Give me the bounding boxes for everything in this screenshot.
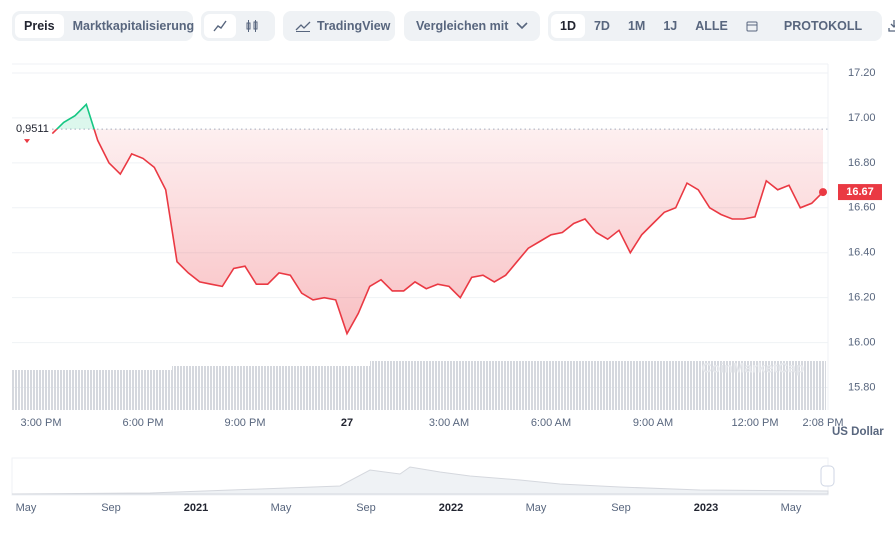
reference-label: 0,9511: [16, 123, 49, 135]
x-tick-label: 9:00 AM: [633, 417, 673, 429]
last-point: [819, 188, 827, 197]
x-tick-label: 3:00 AM: [429, 417, 469, 429]
y-tick-label: 17.00: [848, 112, 876, 124]
y-tick-label: 16.80: [848, 157, 876, 169]
y-tick-label: 17.20: [848, 67, 876, 79]
navigator-label: Sep: [356, 502, 376, 514]
price-button[interactable]: Preis: [15, 14, 64, 38]
y-tick-label: 16.00: [848, 337, 876, 349]
range-button[interactable]: 1D: [551, 14, 585, 38]
download-icon: [888, 20, 895, 32]
range-button[interactable]: 7D: [593, 19, 610, 33]
market-cap-button[interactable]: Marktkapitalisierung: [72, 19, 195, 33]
price-line: [51, 129, 824, 336]
tradingview-box: TradingView: [283, 11, 395, 41]
x-tick-label: 27: [341, 417, 353, 429]
tradingview-icon: [295, 21, 311, 32]
download-button[interactable]: [879, 14, 895, 38]
y-unit: US Dollar: [832, 426, 884, 438]
watermark: CoinMarketCap: [702, 360, 805, 376]
line-icon: [213, 20, 227, 32]
candle-button[interactable]: [236, 14, 268, 38]
x-tick-label: 6:00 AM: [531, 417, 571, 429]
navigator-label: May: [16, 502, 37, 514]
x-tick-label: 12:00 PM: [731, 417, 778, 429]
navigator-area: [11, 466, 829, 495]
range-button[interactable]: 1J: [663, 19, 678, 33]
y-tick-label: 16.20: [848, 292, 876, 304]
y-tick-label: 16.40: [848, 247, 876, 259]
y-tick-label: 16.60: [848, 202, 876, 214]
x-tick-label: 6:00 PM: [123, 417, 164, 429]
navigator-label: Sep: [101, 502, 121, 514]
y-tick-label: 15.80: [848, 381, 876, 393]
compare-box: Vergleichen mit: [404, 11, 540, 41]
area-fill: [56, 104, 95, 130]
compare-label: Vergleichen mit: [416, 19, 509, 33]
x-tick-label: 2:08 PM: [803, 417, 844, 429]
navigator-label: May: [781, 502, 802, 514]
navigator-label: May: [526, 502, 547, 514]
navigator-label: Sep: [611, 502, 631, 514]
compare-button[interactable]: Vergleichen mit: [407, 14, 537, 38]
last-price-badge: [838, 184, 882, 201]
navigator-label: 2022: [439, 502, 463, 514]
candle-icon: [246, 20, 258, 32]
range-button[interactable]: ALLE: [695, 19, 728, 33]
calendar-button[interactable]: [737, 14, 767, 38]
range-switch: 1D 7D 1M 1J ALLE PROTOKOLL: [548, 11, 895, 41]
navigator-label: May: [271, 502, 292, 514]
history-button[interactable]: PROTOKOLL: [783, 19, 863, 33]
volume-bars: [12, 361, 826, 410]
navigator-label: 2021: [184, 502, 208, 514]
chevron-icon: [516, 22, 528, 30]
navigator-label: 2023: [694, 502, 718, 514]
tradingview-button[interactable]: TradingView: [286, 14, 399, 38]
line-button[interactable]: [204, 14, 236, 38]
range-button[interactable]: 1M: [627, 19, 646, 33]
calendar-icon: [746, 21, 758, 32]
x-tick-label: 9:00 PM: [225, 417, 266, 429]
chart-style-switch: [201, 11, 275, 41]
navigator-handle[interactable]: [820, 465, 835, 487]
reference-marker: [24, 139, 30, 144]
x-tick-label: 3:00 PM: [21, 417, 62, 429]
tradingview-label: TradingView: [317, 19, 391, 33]
last-price-label: 16.67: [846, 186, 874, 198]
area-fill: [52, 129, 823, 334]
view-switch: Preis Marktkapitalisierung: [12, 11, 194, 41]
